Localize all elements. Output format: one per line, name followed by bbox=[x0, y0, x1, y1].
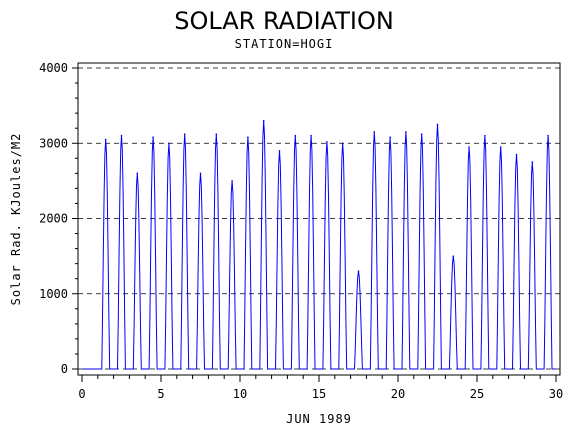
x-tick-label-0: 0 bbox=[78, 387, 85, 401]
x-axis-label: JUN 1989 bbox=[286, 412, 352, 426]
chart-title: SOLAR RADIATION bbox=[174, 7, 394, 35]
peak-point-day-21 bbox=[420, 133, 423, 136]
y-tick-label-2000: 2000 bbox=[39, 212, 68, 226]
peak-point-day-7 bbox=[199, 172, 202, 175]
x-tick-label-10: 10 bbox=[233, 387, 247, 401]
peak-point-day-26 bbox=[499, 146, 502, 148]
peak-point-day-29 bbox=[547, 134, 549, 137]
peak-point-day-25 bbox=[484, 134, 486, 137]
peak-point-day-10 bbox=[247, 136, 249, 139]
peak-point-day-14 bbox=[310, 134, 312, 137]
x-tick-label-15: 15 bbox=[312, 387, 326, 401]
y-tick-label-1000: 1000 bbox=[39, 287, 68, 301]
peak-point-day-9 bbox=[231, 180, 233, 182]
peak-point-day-2 bbox=[120, 134, 123, 137]
peak-point-day-13 bbox=[294, 134, 297, 137]
peak-point-day-22 bbox=[436, 123, 439, 126]
x-axis: 0 5 10 15 20 25 30 bbox=[78, 375, 563, 401]
peak-point-day-17 bbox=[357, 270, 360, 272]
peak-point-day-8 bbox=[215, 133, 218, 136]
y-tick-label-3000: 3000 bbox=[39, 136, 68, 150]
x-tick-label-30: 30 bbox=[549, 387, 563, 401]
y-axis: 0 1000 2000 3000 4000 bbox=[39, 61, 78, 376]
peak-point-day-19 bbox=[389, 136, 391, 139]
x-tick-label-25: 25 bbox=[470, 387, 484, 401]
peak-point-day-24 bbox=[468, 146, 470, 148]
peak-point-day-4 bbox=[152, 136, 154, 139]
peak-point-day-23 bbox=[452, 255, 455, 257]
peak-point-day-27 bbox=[515, 153, 518, 156]
peak-point-day-12 bbox=[278, 149, 281, 152]
y-axis-label: Solar Rad. KJoules/M2 bbox=[9, 133, 23, 306]
x-tick-label-20: 20 bbox=[391, 387, 405, 401]
peak-point-day-16 bbox=[341, 142, 344, 145]
plot-frame bbox=[77, 62, 561, 376]
peak-point-day-28 bbox=[531, 161, 534, 163]
peak-point-day-1 bbox=[104, 138, 107, 141]
peak-point-day-20 bbox=[405, 131, 407, 133]
radiation-series-line bbox=[82, 120, 556, 370]
peak-point-day-15 bbox=[326, 140, 328, 143]
x-tick-label-5: 5 bbox=[157, 387, 164, 401]
series-layer bbox=[82, 119, 556, 370]
y-tick-label-4000: 4000 bbox=[39, 61, 68, 75]
peak-point-day-18 bbox=[373, 131, 376, 133]
peak-point-day-6 bbox=[183, 133, 186, 136]
peak-point-day-3 bbox=[136, 172, 139, 175]
y-tick-label-0: 0 bbox=[61, 362, 68, 376]
peak-point-day-11 bbox=[262, 119, 265, 122]
peak-point-day-5 bbox=[168, 142, 170, 145]
chart-subtitle: STATION=HOGI bbox=[235, 37, 334, 51]
